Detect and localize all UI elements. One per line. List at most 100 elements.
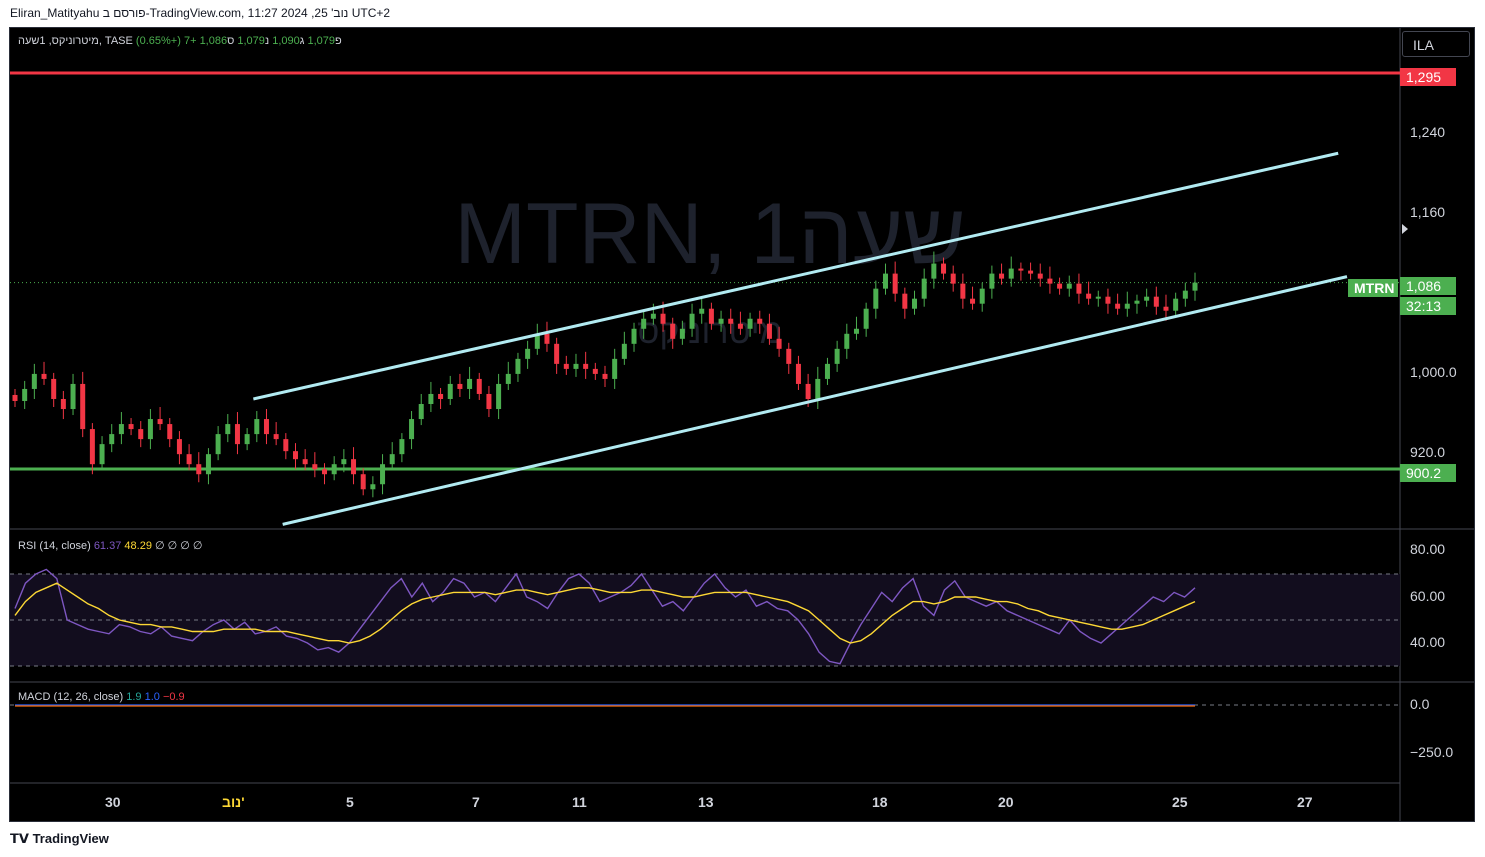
candle-body [612, 358, 618, 379]
candle-body [486, 393, 492, 410]
candle-body [370, 484, 376, 490]
candle-body [602, 373, 608, 379]
candle-body [795, 363, 801, 384]
candle-body [824, 363, 830, 379]
macd-value: 1.9 [126, 691, 142, 703]
currency-button[interactable]: ILA [1402, 31, 1470, 57]
candle-body [921, 278, 927, 299]
time-label: 27 [1297, 794, 1313, 810]
time-label: 11 [572, 794, 587, 810]
time-label: 25 [1172, 794, 1188, 810]
candle-body [844, 333, 850, 349]
candle-body [60, 398, 66, 410]
rsi-ma-line [14, 582, 1196, 644]
candle-body [118, 424, 124, 435]
symbol-badge: MTRN [1348, 279, 1398, 297]
publisher-line: Eliran_Matityahu פורסם ב-TradingView.com… [10, 6, 391, 20]
legend-change: +7 (+0.65%) [135, 35, 197, 47]
legend-open: 1,079 [307, 35, 336, 47]
price-label: 1,240 [1410, 124, 1446, 140]
candle-body [776, 338, 782, 349]
candle-body [718, 318, 724, 324]
rsi-line [14, 568, 1196, 665]
candle-body [863, 308, 869, 329]
rsi-axis-label: 60.00 [1410, 588, 1446, 604]
candle-body [109, 434, 115, 445]
rsi-axis-label: 40.00 [1410, 634, 1446, 650]
candle-body [31, 373, 37, 389]
price-label: 920.0 [1410, 444, 1446, 460]
candle-body [322, 469, 328, 475]
time-label: 18 [872, 794, 888, 810]
legend-close: 1,086 [199, 35, 228, 47]
candle-body [621, 343, 627, 359]
candle-body [418, 404, 424, 420]
candle-body [99, 444, 105, 465]
candle-body [225, 424, 231, 435]
candle-body [650, 313, 656, 319]
candle-body [467, 378, 473, 389]
tradingview-brand[interactable]: 𝗧𝗩 TradingView [10, 831, 109, 847]
candle-body [457, 383, 463, 389]
candle-body [1086, 293, 1092, 299]
candle-body [244, 434, 250, 445]
candle-body [360, 474, 366, 490]
candle-body [892, 273, 898, 294]
time-label: נוב' [222, 794, 245, 810]
axis-arrow-icon [1402, 224, 1408, 234]
candle-body [1047, 278, 1053, 284]
candle-body [747, 318, 753, 329]
candle-body [1066, 283, 1072, 289]
candle-body [1144, 296, 1150, 301]
candle-body [341, 459, 347, 465]
candle-body [660, 313, 666, 324]
candle-body [157, 419, 163, 425]
candle-body [960, 283, 966, 299]
candle-body [544, 333, 550, 344]
candle-body [167, 424, 173, 440]
candle-body [128, 424, 134, 430]
candle-body [1173, 298, 1179, 311]
rsi-label: RSI (14, close) [18, 540, 91, 552]
candle-body [1153, 296, 1159, 307]
candle-body [273, 434, 279, 440]
time-label: 30 [105, 794, 121, 810]
candle-body [1124, 303, 1130, 309]
tradingview-logo-icon: 𝗧𝗩 [10, 831, 29, 846]
macd-hist-value: −0.9 [162, 691, 185, 703]
macd-legend: MACD (12, 26, close) 1.9 1.0 −0.9 [18, 691, 185, 703]
channel-lower-line [282, 275, 1348, 526]
candle-body [737, 323, 743, 329]
candle-body [757, 318, 763, 324]
candle-body [476, 378, 482, 394]
rsi-extras: ∅ ∅ ∅ ∅ [155, 540, 203, 552]
resistance-price-badge: 1,295 [1400, 68, 1456, 86]
candle-body [641, 318, 647, 329]
candle-body [380, 464, 386, 485]
candle-body [186, 454, 192, 465]
candle-body [331, 464, 337, 475]
candle-body [1037, 273, 1043, 279]
candle-body [931, 263, 937, 279]
candle-body [196, 464, 202, 475]
price-label: 1,160 [1410, 204, 1446, 220]
candle-body [563, 363, 569, 369]
rsi-axis-label: 80.00 [1410, 541, 1446, 557]
candle-body [912, 298, 918, 309]
rsi-value2: 48.29 [124, 540, 152, 552]
time-label: 20 [998, 794, 1014, 810]
candle-body [1192, 282, 1198, 291]
candle-body [1095, 296, 1101, 299]
candle-body [1134, 300, 1140, 304]
channel-upper-line [253, 151, 1339, 401]
candle-body [1028, 270, 1034, 274]
macd-axis-label: 0.0 [1410, 696, 1430, 712]
candle-body [1163, 306, 1169, 311]
legend-low: 1,079 [237, 35, 265, 47]
time-label: 13 [698, 794, 714, 810]
legend-high: 1,090 [272, 35, 300, 47]
candle-body [234, 424, 240, 445]
candle-body [399, 439, 405, 455]
candle-body [989, 273, 995, 289]
